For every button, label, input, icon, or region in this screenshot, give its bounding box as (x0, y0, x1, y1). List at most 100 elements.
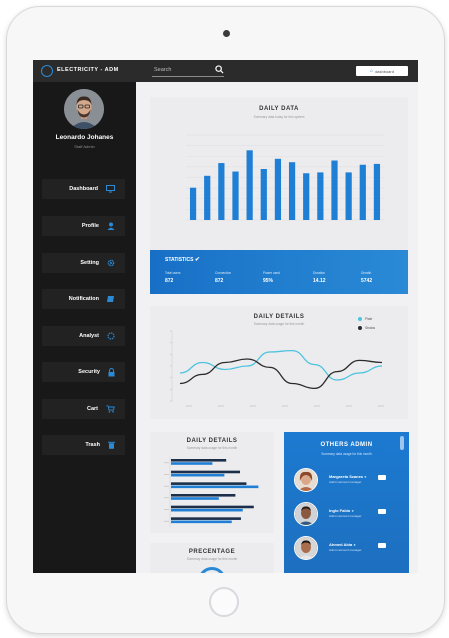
stat-label: Growth (361, 271, 372, 275)
stat-value: 872 (215, 278, 224, 284)
daily-data-card: DAILY DATA Summary data today for this s… (150, 97, 408, 250)
sidebar-item-label: Notification (68, 296, 99, 302)
legend-swatch-cyan (358, 317, 362, 321)
screen: ELECTRICITY - ADM Search ⌂ dashboard Leo… (33, 60, 418, 573)
mail-icon[interactable] (378, 509, 386, 514)
bar (171, 494, 236, 497)
bar (171, 462, 213, 465)
bar (345, 172, 352, 220)
search-underline (152, 76, 224, 77)
gear-icon (107, 259, 115, 267)
bar (260, 169, 267, 220)
mail-icon[interactable] (378, 543, 386, 548)
bar (204, 175, 211, 220)
bar (331, 160, 338, 220)
others-admin-title: OTHERS ADMIN (320, 442, 373, 448)
sidebar-item-label: Setting (80, 260, 99, 266)
bar (359, 164, 366, 220)
stat-label: Total users (165, 271, 181, 275)
bar (218, 163, 225, 220)
stat-connection: Connection 872 (215, 271, 231, 284)
sidebar-item-label: Trash (85, 442, 100, 448)
logo-icon (41, 65, 53, 77)
brand-title: ELECTRICITY - ADM (57, 67, 119, 73)
sidebar-item-label: Dashboard (69, 186, 98, 192)
daily-details-card: DAILY DETAILS Summary data usage for thi… (150, 306, 408, 419)
sidebar-item-label: Profile (81, 223, 99, 229)
bar (171, 485, 259, 489)
stat-growth: Growth 5742 (361, 271, 372, 284)
bar (303, 173, 310, 220)
top-bar: ELECTRICITY - ADM Search ⌂ dashboard (33, 60, 418, 82)
home-button[interactable] (209, 587, 239, 617)
bar (288, 162, 296, 220)
analyst-icon (107, 332, 115, 340)
dashboard-button[interactable]: ⌂ dashboard (356, 66, 408, 76)
bar (171, 520, 232, 524)
lock-icon (108, 367, 115, 376)
trash-icon (108, 441, 115, 449)
online-icon: ● (364, 474, 367, 479)
stat-label: Power used (263, 271, 280, 275)
stat-total-users: Total users 872 (165, 271, 180, 284)
admin-item[interactable]: Ahmed Abia ● Admin account manager (294, 536, 394, 563)
daily-details-small-card: DAILY DETAILS Summary data usage for thi… (150, 432, 274, 533)
sidebar-item-security[interactable]: Security (42, 362, 125, 382)
scrollbar[interactable] (400, 436, 404, 450)
search-input[interactable]: Search (154, 67, 172, 73)
legend-swatch-dark (358, 326, 362, 330)
bar (171, 517, 241, 520)
percentage-subtitle: Summary data usage for this month (186, 557, 238, 561)
bar (373, 163, 381, 220)
series-line (179, 358, 383, 390)
bar (171, 505, 254, 509)
stat-value: 872 (165, 278, 174, 284)
avatar (64, 89, 104, 129)
home-icon: ⌂ (370, 68, 374, 74)
stat-label: Connection (215, 271, 232, 275)
bar (171, 470, 240, 474)
cart-icon (106, 405, 115, 413)
sidebar-item-dashboard[interactable]: Dashboard (42, 179, 125, 199)
statistics-panel: STATISTICS ✔ Total users 872 Connection 87… (150, 250, 408, 294)
daily-data-chart (186, 134, 384, 221)
others-admin-subtitle: Summary data usage for this month (321, 452, 372, 456)
avatar (294, 536, 318, 560)
sidebar: Leonardo Johanes Staff Admin Dashboard P… (33, 82, 136, 573)
sidebar-item-trash[interactable]: Trash (42, 435, 125, 455)
admin-name: Margareta Szanes ● (329, 474, 367, 479)
monitor-icon (106, 185, 115, 193)
admin-item[interactable]: Inglo Fabio ● Admin account manager (294, 502, 394, 529)
stat-duration: Duration 14.12 (313, 271, 326, 284)
bar (171, 497, 219, 500)
sidebar-item-notification[interactable]: Notification (42, 289, 125, 309)
sidebar-item-cart[interactable]: Cart (42, 399, 125, 419)
sidebar-item-analyst[interactable]: Analyst (42, 326, 125, 346)
notification-icon (107, 296, 114, 302)
online-icon: ● (353, 542, 356, 547)
bar (171, 473, 225, 477)
daily-details-subtitle: Summary data usage for this month (253, 322, 305, 326)
check-icon: ✔ (194, 257, 200, 263)
legend-label: Stratos (365, 326, 376, 330)
search-icon[interactable] (215, 65, 224, 74)
online-icon: ● (351, 508, 354, 513)
stat-label: Duration (313, 271, 326, 275)
percentage-title: PRECENTAGE (188, 549, 236, 555)
admin-name: Inglo Fabio ● (329, 508, 354, 513)
admin-item[interactable]: Margareta Szanes ● Admin account manager (294, 468, 394, 495)
sidebar-item-setting[interactable]: Setting (42, 253, 125, 273)
admin-name: Ahmed Abia ● (329, 542, 356, 547)
daily-details-small-chart (164, 457, 259, 527)
mail-icon[interactable] (378, 475, 386, 480)
daily-details-small-title: DAILY DETAILS (186, 438, 238, 444)
others-admin-panel: OTHERS ADMIN Summary data usage for this… (284, 432, 409, 573)
legend-label: Plate (365, 317, 373, 321)
bar (232, 171, 239, 220)
bar (171, 482, 247, 485)
daily-details-chart (170, 330, 384, 407)
dashboard-button-label: dashboard (375, 68, 394, 74)
admin-name-text: Ahmed Abia (329, 542, 353, 547)
sidebar-item-profile[interactable]: Profile (42, 216, 125, 236)
stat-value: 5742 (361, 278, 373, 284)
